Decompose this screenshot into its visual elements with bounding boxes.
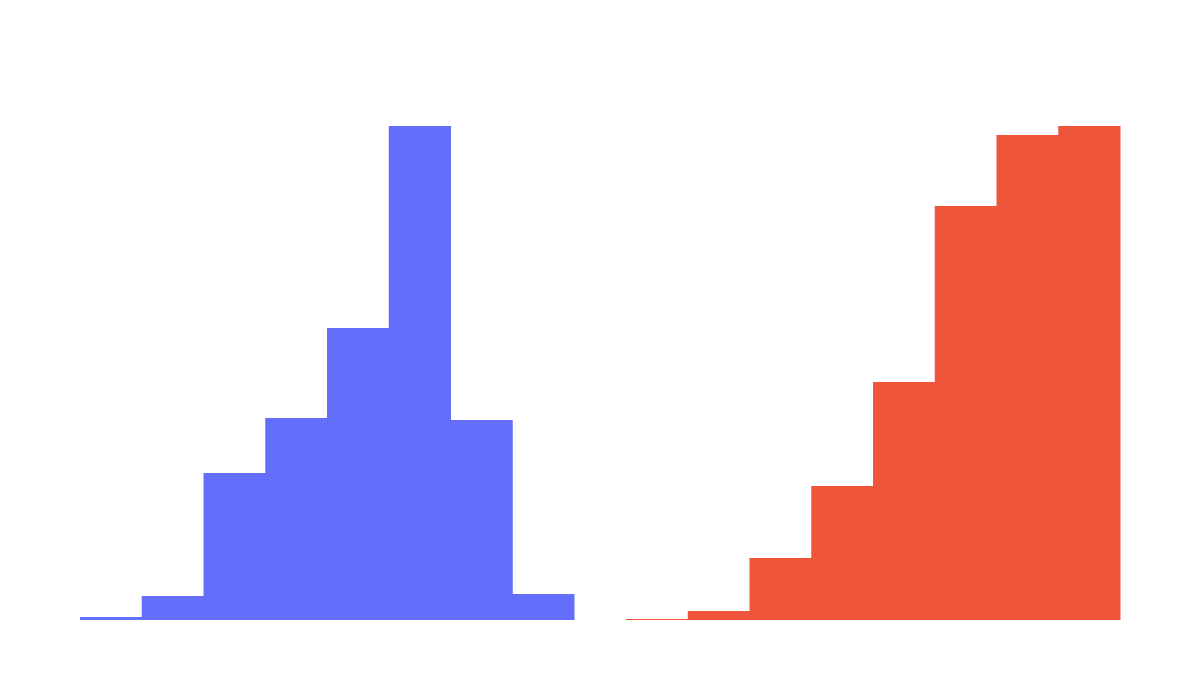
histogram-bar	[1058, 126, 1121, 620]
histogram-bar	[687, 611, 750, 620]
histogram-bar	[512, 594, 575, 620]
histogram-bar	[626, 619, 689, 620]
histogram-bar	[450, 420, 513, 620]
histogram-bar	[996, 135, 1059, 620]
histogram-bar	[203, 473, 266, 620]
histogram-bar	[811, 486, 874, 620]
histogram-bar	[265, 418, 328, 620]
histogram-bar	[749, 558, 812, 620]
histogram-bar	[141, 596, 204, 620]
histogram-bar	[327, 328, 390, 620]
histogram-bar	[873, 382, 936, 620]
histogram-bar	[934, 206, 997, 620]
histogram-bar	[388, 126, 451, 620]
histogram-bar	[80, 617, 143, 620]
